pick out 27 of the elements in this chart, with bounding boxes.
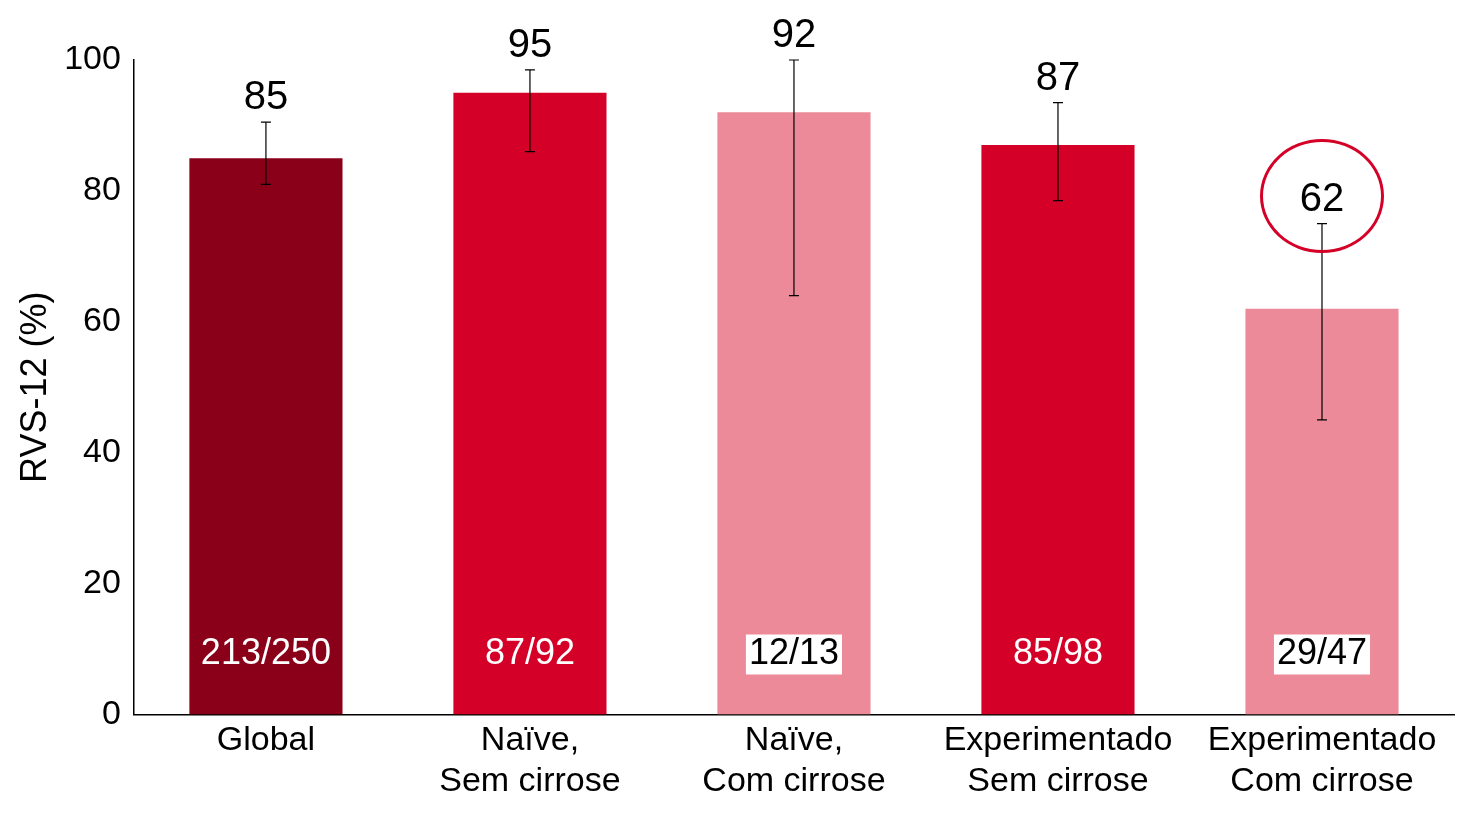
x-tick-label: Naïve, Sem cirrose	[439, 719, 621, 798]
annotation: 29/47	[1276, 631, 1368, 673]
y-tick-label: 60	[83, 300, 121, 339]
y-tick-label: 0	[102, 692, 121, 731]
annotation: 213/250	[200, 631, 332, 673]
bar	[189, 158, 343, 715]
data-label: 85	[243, 73, 289, 118]
x-tick-label: Experimentado Sem cirrose	[943, 719, 1173, 798]
bar	[453, 92, 607, 715]
bar	[717, 112, 871, 715]
y-tick-label: 80	[83, 169, 121, 208]
bar	[981, 145, 1135, 715]
y-axis-title: RVS-12 (%)	[12, 291, 54, 483]
annotation: 87/92	[484, 631, 575, 673]
x-tick-label: Global	[216, 719, 316, 758]
x-tick-label: Experimentado Com cirrose	[1207, 719, 1437, 798]
data-label: 92	[771, 11, 817, 56]
y-tick-label: 20	[83, 561, 121, 600]
bar	[1245, 308, 1399, 715]
data-label: 62	[1299, 174, 1345, 219]
y-tick-label: 100	[64, 38, 121, 77]
annotation: 85/98	[1012, 631, 1104, 673]
x-tick-label: Naïve, Com cirrose	[702, 719, 886, 798]
data-label: 95	[507, 20, 553, 65]
y-tick-label: 40	[83, 431, 121, 470]
annotation: 12/13	[748, 631, 840, 673]
data-label: 87	[1035, 53, 1081, 98]
